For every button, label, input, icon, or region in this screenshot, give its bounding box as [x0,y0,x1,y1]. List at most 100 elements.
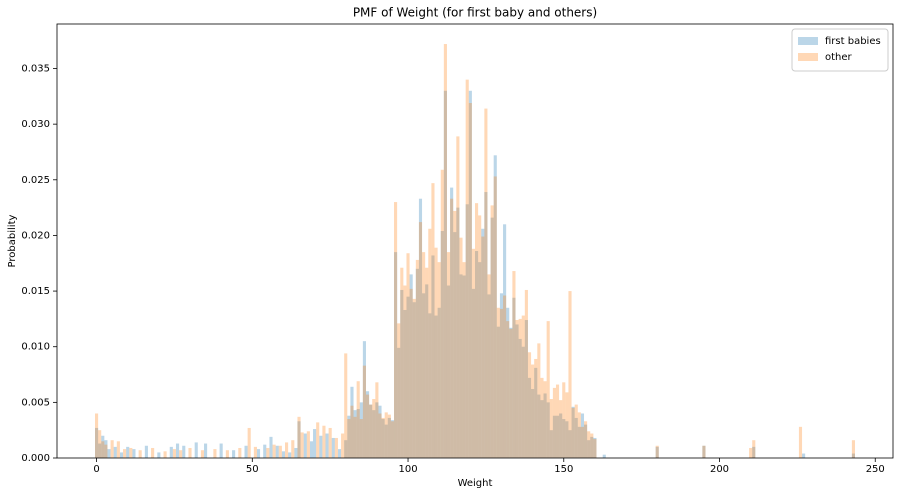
bar [316,422,320,458]
bar [574,417,578,458]
bar [506,321,510,458]
bar [415,268,419,458]
bar [300,432,304,458]
x-tick-label: 0 [93,464,99,475]
bar [496,307,500,458]
bar [462,262,466,458]
bar [437,262,441,458]
bar [524,320,528,458]
bar [425,284,429,458]
bar [443,90,447,459]
bar [325,433,329,458]
bar [384,412,388,458]
bar [468,90,472,459]
bar [319,435,323,458]
bar [375,382,379,458]
bar [453,232,457,458]
bar [487,294,491,458]
bar [478,215,482,458]
bar [475,251,479,458]
bar [403,309,407,458]
bar [752,440,756,458]
bar [188,447,192,458]
bar [104,444,108,458]
bar [509,327,513,458]
bar [403,285,407,458]
bar [584,424,588,458]
bar [400,289,404,458]
bar [428,313,432,458]
bar [269,436,273,458]
y-tick-label: 0.015 [21,286,50,297]
bar [415,259,419,458]
bar [378,405,382,458]
bar [527,352,532,458]
bar [253,446,257,458]
bar [468,103,472,458]
bar [537,394,541,458]
bar [428,228,432,458]
bar [534,358,538,458]
bar [496,326,500,458]
bar [546,402,550,458]
bar [387,417,391,458]
bar [104,440,108,458]
y-tick-label: 0.010 [21,342,50,353]
bar [263,444,267,458]
bar [851,453,855,458]
plot-frame [56,23,894,459]
bar [378,413,382,458]
bar [471,288,475,458]
legend-swatch [798,37,818,45]
bar [394,252,398,458]
bar [138,450,142,458]
bar [365,391,370,458]
bar [562,382,566,458]
bar [169,446,173,458]
x-axis-label: Weight [458,478,493,489]
bar [151,447,155,458]
bar [266,447,270,458]
bar [562,419,566,458]
bar [98,443,102,458]
bar [587,440,591,458]
bar [387,414,391,458]
bar [543,381,547,458]
bar [518,338,522,458]
bar [490,217,494,458]
bar [278,445,282,458]
bar [565,421,569,458]
bar [409,274,413,458]
bar [531,389,535,458]
bar [503,224,507,458]
legend: first babies other [791,28,889,72]
bar [702,445,706,458]
bar [200,450,205,458]
legend-box [791,28,889,72]
bar [119,452,124,458]
x-tick-label: 50 [246,464,259,475]
legend-swatch [798,53,818,61]
bar [555,415,560,458]
bar [549,399,553,458]
bar [540,377,544,458]
bar [101,441,105,458]
bar [418,198,423,458]
y-tick-label: 0.025 [21,175,50,186]
bar [347,415,351,458]
bar [101,435,105,458]
y-tick-label: 0.035 [21,64,50,75]
bar [232,450,236,458]
bar [531,364,535,458]
bar [471,248,475,458]
bar [443,44,447,459]
bar [459,237,463,458]
bar [456,136,460,458]
bar [381,417,385,458]
bar [365,394,370,458]
bar [478,262,482,458]
bar [110,440,114,458]
bar [431,255,435,458]
bar [297,421,301,458]
